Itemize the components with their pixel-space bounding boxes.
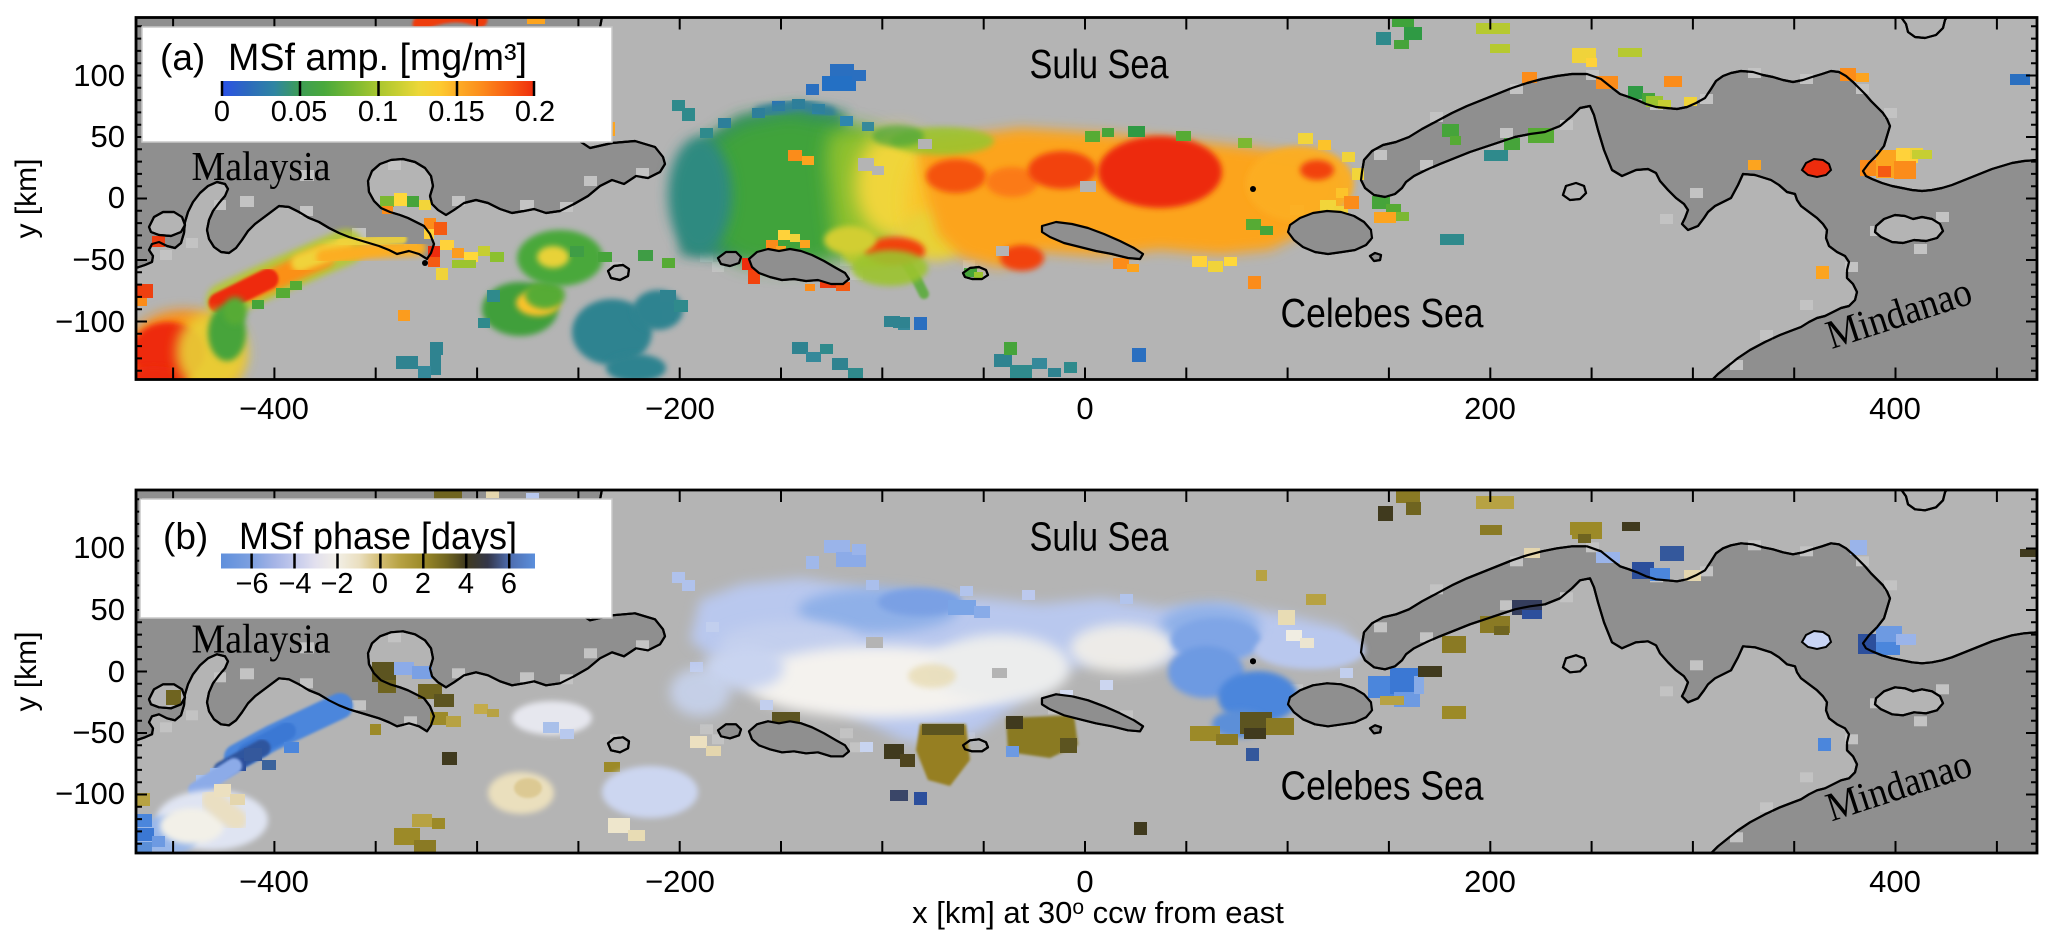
svg-text:(b): (b) (163, 516, 208, 557)
svg-text:−6: −6 (235, 568, 268, 600)
svg-text:−50: −50 (72, 242, 125, 277)
svg-text:0: 0 (372, 568, 388, 600)
svg-text:Sulu Sea: Sulu Sea (1030, 41, 1169, 87)
svg-text:400: 400 (1869, 864, 1921, 899)
svg-text:200: 200 (1464, 391, 1516, 426)
svg-text:2: 2 (415, 568, 431, 600)
svg-text:y [km]: y [km] (10, 159, 43, 239)
svg-text:0.1: 0.1 (358, 96, 398, 128)
svg-text:−2: −2 (320, 568, 353, 600)
svg-text:Celebes Sea: Celebes Sea (1281, 762, 1484, 808)
svg-text:Malaysia: Malaysia (192, 615, 331, 661)
svg-text:0: 0 (108, 180, 125, 215)
svg-text:−50: −50 (72, 715, 125, 750)
svg-text:0: 0 (108, 654, 125, 689)
svg-text:Sulu Sea: Sulu Sea (1030, 513, 1169, 559)
svg-text:−200: −200 (645, 391, 715, 426)
svg-text:0.2: 0.2 (515, 96, 555, 128)
svg-text:(a): (a) (160, 37, 205, 78)
svg-text:−400: −400 (239, 864, 309, 899)
svg-text:0: 0 (1076, 864, 1093, 899)
svg-text:MSf amp. [mg/m³]: MSf amp. [mg/m³] (228, 37, 527, 79)
svg-text:4: 4 (458, 568, 474, 600)
svg-text:50: 50 (91, 592, 125, 627)
svg-text:y [km]: y [km] (10, 632, 43, 712)
svg-text:0: 0 (214, 96, 230, 128)
svg-text:100: 100 (73, 530, 125, 565)
svg-text:400: 400 (1869, 391, 1921, 426)
svg-text:x [km] at 30o ccw from east: x [km] at 30o ccw from east (912, 895, 1284, 930)
svg-text:−100: −100 (55, 304, 125, 339)
svg-text:100: 100 (73, 58, 125, 93)
svg-text:6: 6 (501, 568, 517, 600)
svg-text:0.15: 0.15 (428, 96, 484, 128)
svg-text:−200: −200 (645, 864, 715, 899)
svg-text:Malaysia: Malaysia (192, 143, 331, 189)
svg-text:50: 50 (91, 119, 125, 154)
svg-text:0: 0 (1076, 391, 1093, 426)
svg-text:200: 200 (1464, 864, 1516, 899)
svg-text:−400: −400 (239, 391, 309, 426)
svg-text:MSf phase [days]: MSf phase [days] (239, 516, 517, 558)
svg-text:−4: −4 (278, 568, 311, 600)
svg-text:0.05: 0.05 (271, 96, 327, 128)
svg-text:−100: −100 (55, 776, 125, 811)
svg-text:Celebes Sea: Celebes Sea (1281, 290, 1484, 336)
